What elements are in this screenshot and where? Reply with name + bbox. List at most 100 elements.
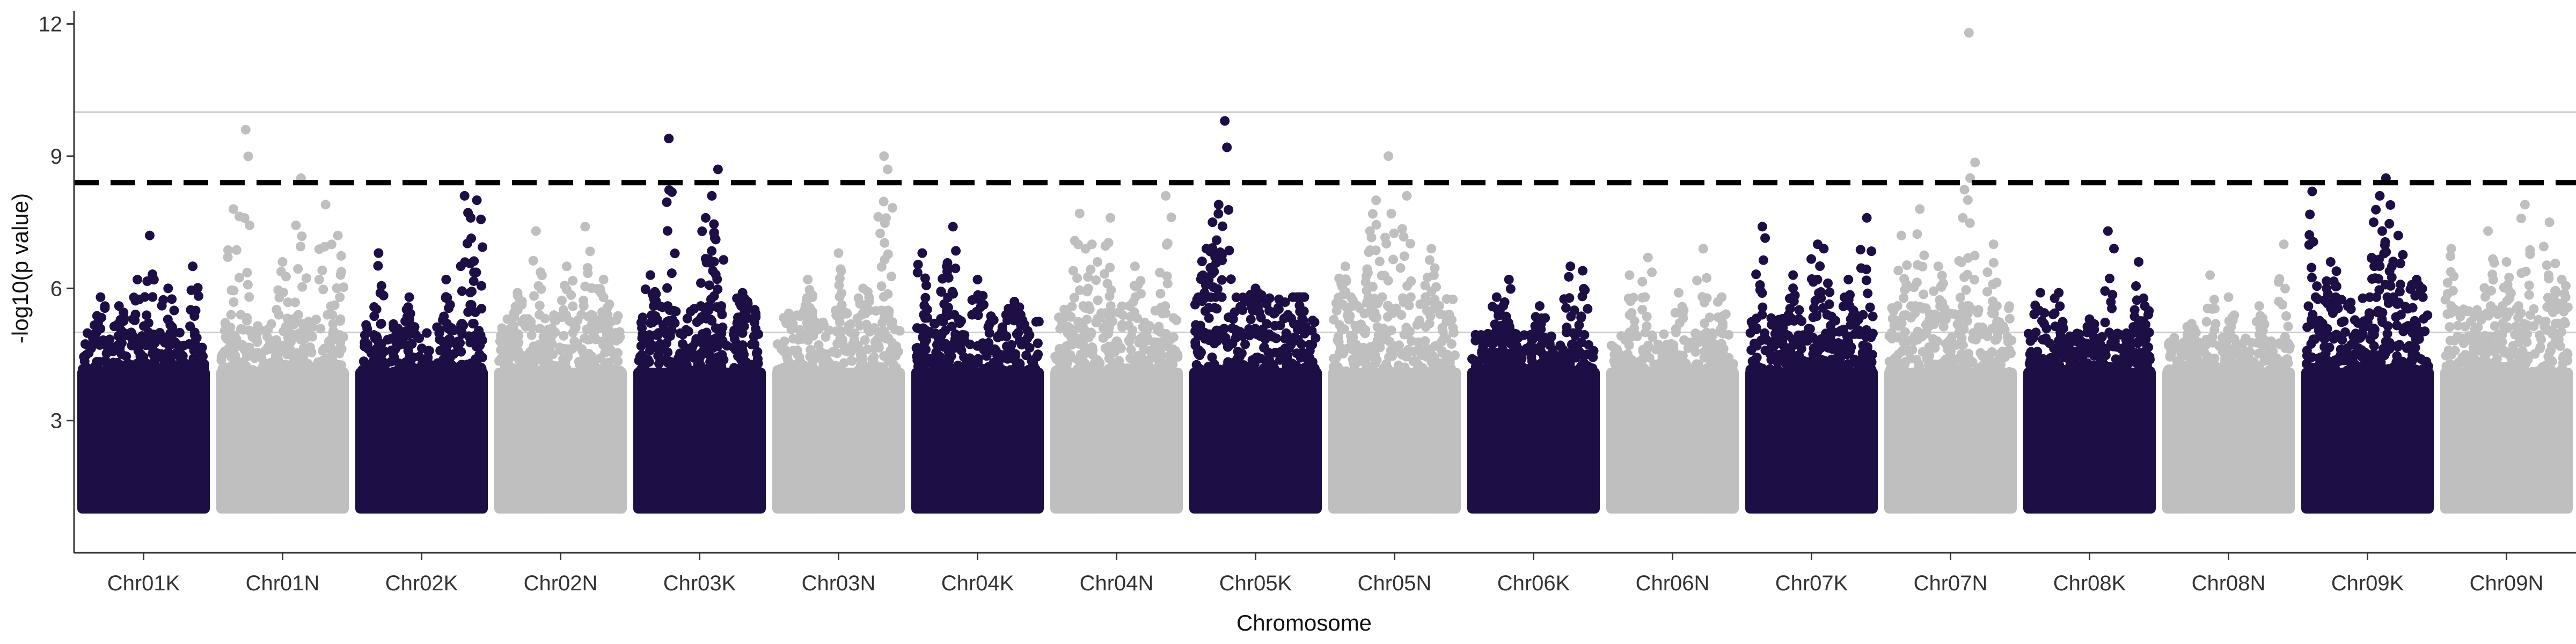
point <box>284 371 294 381</box>
peak-point <box>2279 239 2289 250</box>
point <box>749 331 759 341</box>
point <box>239 345 250 355</box>
point <box>1981 350 1991 361</box>
peak-point <box>1958 213 1968 223</box>
point <box>1749 339 1759 349</box>
point <box>149 336 159 346</box>
point <box>2146 366 2156 376</box>
point <box>2246 338 2257 348</box>
point <box>1377 292 1387 302</box>
point <box>933 360 943 370</box>
point <box>1087 347 1097 357</box>
point <box>472 357 482 367</box>
point <box>1154 321 1164 332</box>
point <box>1399 232 1409 242</box>
point <box>873 212 883 222</box>
point <box>562 371 573 381</box>
peak-point <box>948 222 958 232</box>
series-Chr03K <box>633 134 766 514</box>
point <box>1059 304 1070 314</box>
point <box>881 371 891 381</box>
point <box>1616 331 1626 341</box>
point <box>1395 263 1406 273</box>
point <box>855 320 865 331</box>
peak-point <box>228 204 238 214</box>
point <box>511 370 521 380</box>
point <box>1490 319 1500 330</box>
point <box>2276 361 2286 371</box>
series-Chr03N <box>772 151 905 514</box>
point <box>860 335 870 345</box>
series-Chr02N <box>494 222 627 514</box>
point <box>1429 353 1439 363</box>
point <box>1150 305 1160 316</box>
point <box>1010 370 1020 380</box>
point <box>804 285 815 295</box>
point <box>751 309 761 319</box>
point <box>356 371 366 382</box>
point-mass-Chr03N <box>772 368 905 514</box>
point <box>1718 343 1729 354</box>
point <box>1659 329 1669 339</box>
point <box>1938 310 1949 320</box>
point <box>583 268 593 279</box>
point <box>435 325 445 335</box>
point <box>1650 371 1660 381</box>
point <box>1100 241 1110 251</box>
point <box>1887 364 1897 375</box>
point <box>121 365 131 375</box>
peak-point <box>1964 28 1974 38</box>
point <box>1404 301 1414 311</box>
point <box>1555 350 1565 361</box>
point <box>1298 315 1308 325</box>
point <box>707 246 717 256</box>
point <box>219 326 230 336</box>
point <box>378 370 388 380</box>
point <box>369 302 379 312</box>
point <box>887 203 897 213</box>
peak-point <box>1534 301 1545 311</box>
peak-point <box>133 274 143 284</box>
point <box>1718 369 1728 379</box>
point <box>1726 362 1736 372</box>
point <box>1640 292 1650 302</box>
point <box>460 257 470 267</box>
point <box>1930 343 1940 353</box>
point <box>1199 327 1210 338</box>
point <box>163 333 173 343</box>
point <box>263 324 273 334</box>
point <box>1271 333 1282 343</box>
point <box>445 371 456 382</box>
point <box>303 317 313 327</box>
point <box>1637 276 1648 287</box>
point <box>231 245 241 255</box>
point <box>1545 353 1555 363</box>
point <box>1342 366 1352 376</box>
point <box>311 314 321 325</box>
point <box>98 371 108 382</box>
point <box>422 328 432 338</box>
point <box>535 310 545 320</box>
point <box>1910 301 1920 311</box>
point <box>1419 346 1429 356</box>
point <box>849 334 859 345</box>
peak-point <box>1087 239 1097 250</box>
point <box>968 368 978 378</box>
point <box>1309 317 1320 327</box>
point <box>1482 370 1492 380</box>
point <box>919 357 929 367</box>
point <box>1783 355 1793 365</box>
point <box>1802 335 1812 346</box>
point <box>283 297 293 308</box>
point <box>1213 209 1224 219</box>
point <box>697 349 707 360</box>
point <box>662 283 672 293</box>
point <box>2273 277 2284 287</box>
point <box>386 356 396 367</box>
point <box>1865 361 1875 371</box>
point <box>1285 370 1295 380</box>
peak-point <box>803 274 813 284</box>
point <box>1198 270 1208 280</box>
point <box>2104 327 2114 338</box>
point <box>788 371 799 381</box>
